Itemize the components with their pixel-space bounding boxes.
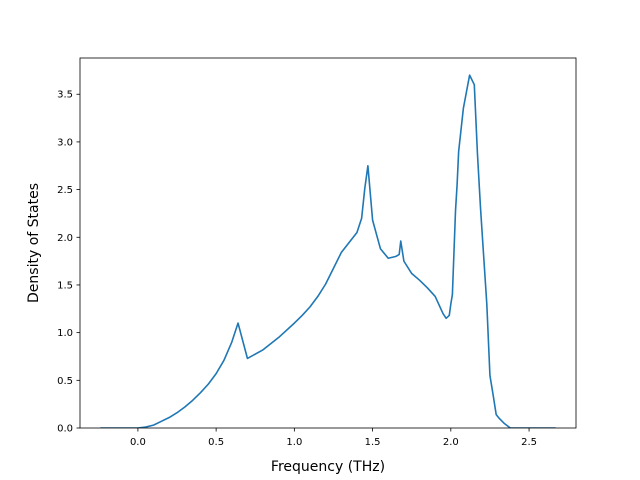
x-tick-label: 2.0 [443, 437, 459, 448]
series-line-0 [100, 74, 556, 428]
y-tick-label: 3.0 [57, 137, 73, 148]
x-tick-label: 0.5 [208, 437, 224, 448]
y-tick-label: 1.5 [57, 280, 73, 291]
x-tick-label: 0.0 [130, 437, 146, 448]
y-tick-label: 0.0 [57, 424, 73, 435]
y-tick-label: 2.5 [57, 185, 73, 196]
y-axis-label: Density of States [26, 183, 42, 303]
y-tick-label: 3.5 [57, 90, 73, 101]
y-tick-label: 1.0 [57, 328, 73, 339]
y-tick-label: 0.5 [57, 376, 73, 387]
y-tick-label: 2.0 [57, 233, 73, 244]
plot-content [100, 74, 556, 428]
plot-area [80, 58, 576, 428]
axes: 0.0 0.5 1.0 1.5 2.0 2.5 0.0 0.5 1.0 1.5 2.0 2.5 3.0 3… [57, 57, 577, 448]
x-tick-label: 2.5 [521, 437, 537, 448]
x-tick-label: 1.5 [365, 437, 381, 448]
x-axis-label: Frequency (THz) [271, 459, 385, 475]
axes-frame [79, 57, 577, 429]
x-tick-label: 1.0 [286, 437, 302, 448]
